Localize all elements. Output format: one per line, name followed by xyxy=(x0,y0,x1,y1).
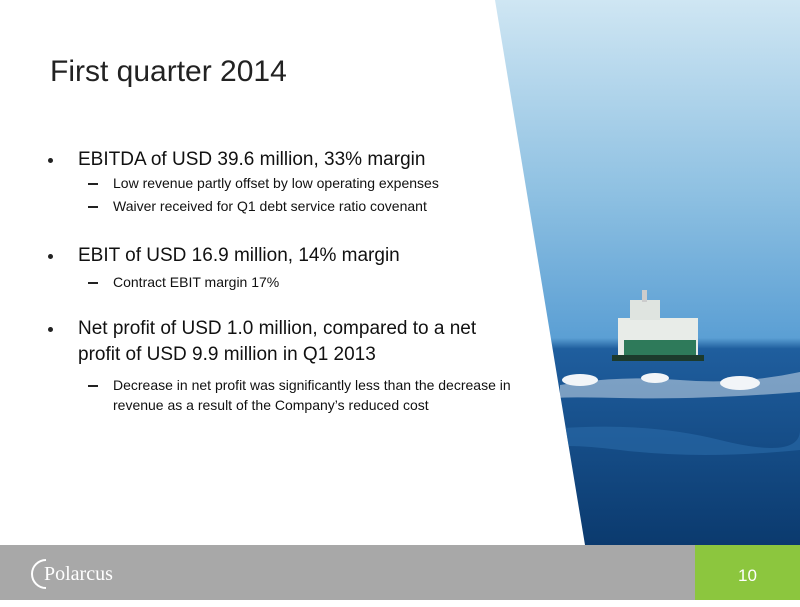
sub-bullet: Waiver received for Q1 debt service rati… xyxy=(88,198,427,214)
bullet: Net profit of USD 1.0 million, compared … xyxy=(48,316,483,368)
sub-bullet: Decrease in net profit was significantly… xyxy=(88,375,543,415)
photo xyxy=(495,0,800,545)
sub-bullet: Low revenue partly offset by low operati… xyxy=(88,175,439,191)
logo: Polarcus xyxy=(44,563,113,585)
logo-mark xyxy=(31,559,47,589)
sub-bullet: Contract EBIT margin 17% xyxy=(87,274,280,290)
bullet: EBIT of USD 16.9 million, 14% margin xyxy=(48,243,400,269)
bullet: EBITDA of USD 39.6 million, 33% margin xyxy=(47,147,425,173)
slide-title: First quarter 2014 xyxy=(50,55,287,88)
footer-bar xyxy=(0,545,800,600)
ship xyxy=(612,290,704,361)
page-number: 10 xyxy=(695,545,800,600)
